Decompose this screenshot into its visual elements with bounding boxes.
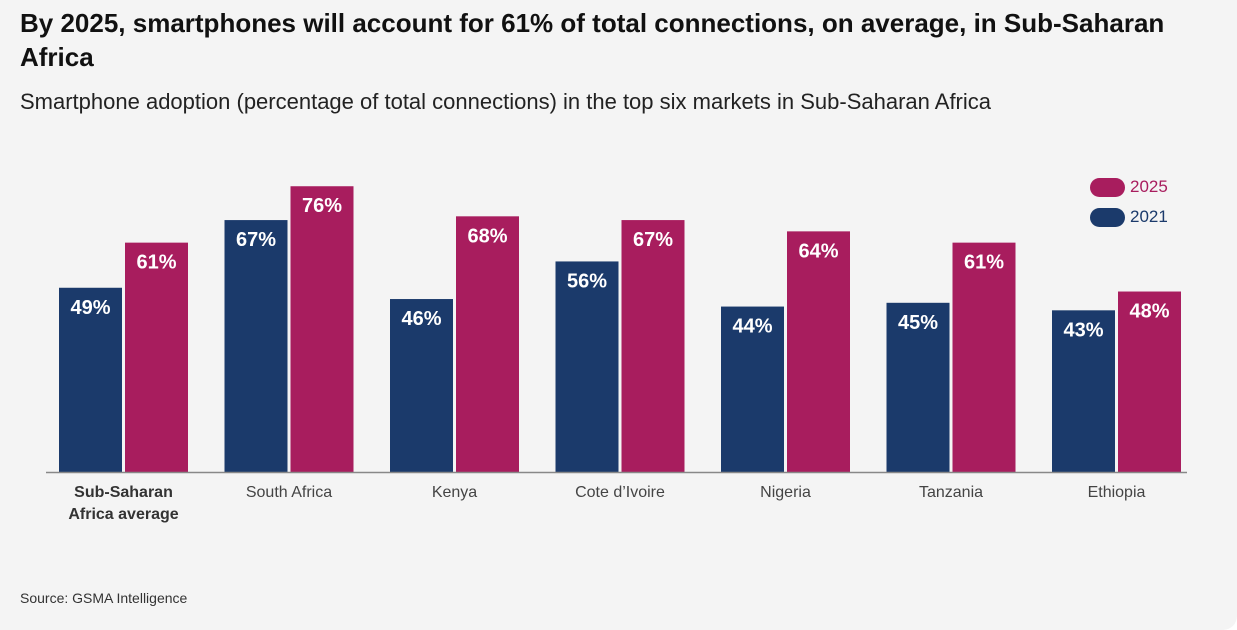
bar-2025-3 (621, 220, 685, 472)
bar-label-2025-2: 68% (467, 225, 507, 247)
category-label-1: South Africa (246, 484, 332, 501)
bar-2025-1 (290, 186, 354, 473)
category-label-0: Sub-Saharan Africa average (68, 484, 178, 523)
legend-label-2021: 2021 (1130, 207, 1168, 226)
bar-2025-2 (456, 216, 519, 472)
bar-label-2025-4: 64% (798, 240, 838, 262)
bar-label-2021-0: 49% (70, 297, 110, 319)
bar-label-2025-6: 48% (1129, 301, 1169, 323)
category-label-2: Kenya (432, 484, 477, 501)
category-label-6: Ethiopia (1088, 484, 1146, 501)
bar-2021-6 (1052, 310, 1115, 472)
bar-label-2025-5: 61% (964, 252, 1004, 274)
bar-label-2021-4: 44% (732, 316, 772, 338)
legend-swatch-2025 (1090, 177, 1125, 197)
bar-label-2021-1: 67% (236, 229, 276, 251)
bar-2021-0 (59, 287, 122, 472)
legend-label-2025: 2025 (1130, 177, 1168, 196)
bar-label-2021-6: 43% (1063, 319, 1103, 341)
legend-item-2021: 2021 (1090, 207, 1168, 227)
chart-subtitle: Smartphone adoption (percentage of total… (20, 89, 992, 114)
category-label-4: Nigeria (760, 484, 811, 501)
legend-item-2025: 2025 (1090, 177, 1168, 197)
bar-2025-5 (952, 242, 1016, 472)
category-label-3: Cote d’Ivoire (575, 484, 665, 501)
bar-label-2025-1: 76% (302, 195, 342, 217)
bar-label-2021-5: 45% (898, 312, 938, 334)
chart-title: By 2025, smartphones will account for 61… (20, 8, 1165, 72)
bar-2021-4 (721, 306, 784, 472)
bar-2021-2 (390, 299, 453, 472)
bar-2021-5 (886, 302, 950, 472)
category-label-5: Tanzania (919, 484, 983, 501)
bar-label-2025-0: 61% (136, 252, 176, 274)
bar-label-2021-3: 56% (567, 270, 607, 292)
bar-2025-6 (1118, 291, 1181, 472)
bar-label-2025-3: 67% (633, 229, 673, 251)
bar-2021-3 (555, 261, 619, 472)
bar-2021-1 (224, 220, 288, 472)
legend-swatch-2021 (1090, 207, 1125, 227)
bar-2025-4 (787, 231, 850, 472)
bar-label-2021-2: 46% (401, 308, 441, 330)
bar-2025-0 (125, 242, 188, 472)
source-note: Source: GSMA Intelligence (20, 590, 188, 606)
